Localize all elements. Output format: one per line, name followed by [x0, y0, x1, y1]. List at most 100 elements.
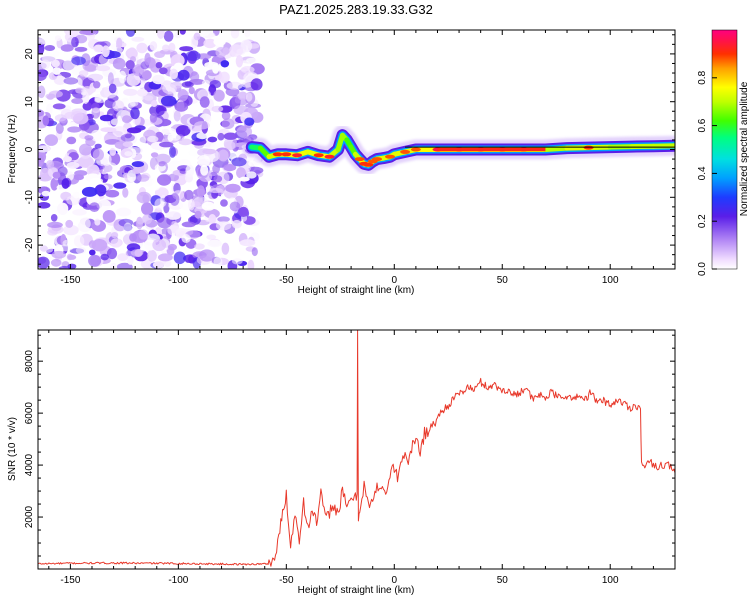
- snr-plot-area: [38, 330, 675, 569]
- colorbar-tick-label: 0.4: [697, 166, 708, 180]
- noise-blob: [131, 36, 145, 42]
- noise-blob: [211, 105, 224, 113]
- x-tick-label: 100: [602, 575, 619, 586]
- noise-blob: [194, 210, 202, 219]
- noise-blob: [239, 239, 256, 247]
- colorbar-frame: [711, 29, 738, 270]
- noise-blob: [94, 184, 107, 197]
- noise-blob: [152, 261, 165, 269]
- noise-blob: [201, 201, 216, 211]
- noise-blob: [99, 114, 114, 122]
- noise-blob: [67, 263, 77, 269]
- noise-blob: [122, 115, 132, 124]
- noise-blob: [122, 141, 133, 147]
- noise-blob: [100, 127, 117, 133]
- snr-content: [38, 330, 675, 567]
- noise-blob: [111, 232, 119, 239]
- snr-xlabel: Height of straight line (km): [298, 585, 415, 596]
- noise-blob: [82, 91, 90, 104]
- noise-blob: [50, 214, 58, 222]
- noise-blob: [155, 61, 163, 69]
- noise-blob: [67, 126, 82, 133]
- noise-blob: [49, 205, 60, 211]
- noise-blob: [136, 216, 143, 230]
- noise-blob: [199, 249, 215, 262]
- noise-blob: [137, 78, 146, 84]
- noise-blob: [109, 147, 117, 156]
- noise-blob: [184, 189, 194, 201]
- noise-blob: [130, 107, 140, 120]
- noise-blob: [138, 229, 149, 240]
- noise-blob: [226, 81, 243, 90]
- spectrogram-frame: [37, 29, 676, 270]
- noise-blob: [136, 88, 148, 97]
- noise-blob: [51, 250, 66, 259]
- signal-peak: [410, 147, 421, 152]
- noise-blob: [141, 70, 152, 80]
- snr-series-line: [38, 330, 675, 567]
- noise-blob: [221, 111, 231, 120]
- noise-blob: [116, 37, 123, 49]
- noise-blob: [123, 222, 132, 235]
- noise-blob: [174, 62, 183, 70]
- noise-blob: [91, 239, 108, 252]
- signal-peak: [385, 154, 395, 159]
- noise-blob: [177, 89, 189, 102]
- noise-blob: [161, 127, 177, 136]
- noise-blob: [71, 56, 86, 66]
- noise-blob: [137, 174, 150, 182]
- signal-peak: [272, 152, 283, 157]
- noise-blob: [240, 66, 255, 74]
- noise-blob: [217, 216, 230, 223]
- x-tick-label: 0: [392, 275, 398, 286]
- noise-blob: [72, 209, 87, 216]
- noise-blob: [87, 119, 96, 126]
- noise-blob: [219, 71, 230, 84]
- noise-blob: [132, 167, 142, 174]
- noise-blob: [86, 164, 100, 177]
- noise-blob: [173, 110, 181, 122]
- noise-blob: [92, 107, 100, 114]
- noise-blob: [127, 255, 134, 265]
- noise-blob: [188, 198, 195, 211]
- noise-blob: [52, 67, 61, 75]
- snr-ylabel: SNR (10 * v/v): [7, 417, 18, 481]
- noise-blob: [213, 175, 223, 183]
- noise-blob: [218, 149, 229, 162]
- x-tick-label: 0: [392, 575, 398, 586]
- noise-blob: [221, 118, 235, 130]
- noise-blob: [237, 91, 248, 101]
- noise-blob: [89, 249, 96, 256]
- noise-blob: [169, 146, 176, 158]
- noise-blob: [144, 52, 151, 66]
- noise-blob: [220, 199, 228, 207]
- noise-blob: [52, 50, 60, 57]
- noise-blob: [236, 125, 253, 138]
- noise-blob: [94, 94, 102, 103]
- noise-blob: [178, 138, 193, 146]
- noise-blob: [67, 254, 77, 260]
- noise-blob: [123, 88, 138, 96]
- colorbar-ticks: 0.0 0.2 0.4 0.6 0.8: [697, 70, 717, 276]
- noise-blob: [38, 202, 51, 209]
- noise-blob: [122, 187, 129, 198]
- noise-blob: [194, 121, 210, 130]
- noise-blob: [84, 135, 94, 141]
- noise-blob: [78, 155, 94, 168]
- signal-segment: [650, 143, 675, 149]
- signal-peak: [372, 157, 382, 162]
- noise-blob: [245, 92, 253, 102]
- noise-blob: [81, 186, 98, 197]
- noise-blob: [150, 152, 159, 158]
- colorbar-tick-label: 0.8: [697, 70, 708, 84]
- noise-blob: [109, 262, 118, 269]
- noise-blob: [221, 242, 230, 255]
- noise-blob: [96, 199, 111, 211]
- figure-title: PAZ1.2025.283.19.33.G32: [279, 2, 433, 17]
- signal-peak: [281, 152, 292, 157]
- noise-blob: [223, 137, 238, 150]
- colorbar-tick-label: 0.6: [697, 118, 708, 132]
- spectrogram-ylabel: Frequency (Hz): [7, 115, 18, 184]
